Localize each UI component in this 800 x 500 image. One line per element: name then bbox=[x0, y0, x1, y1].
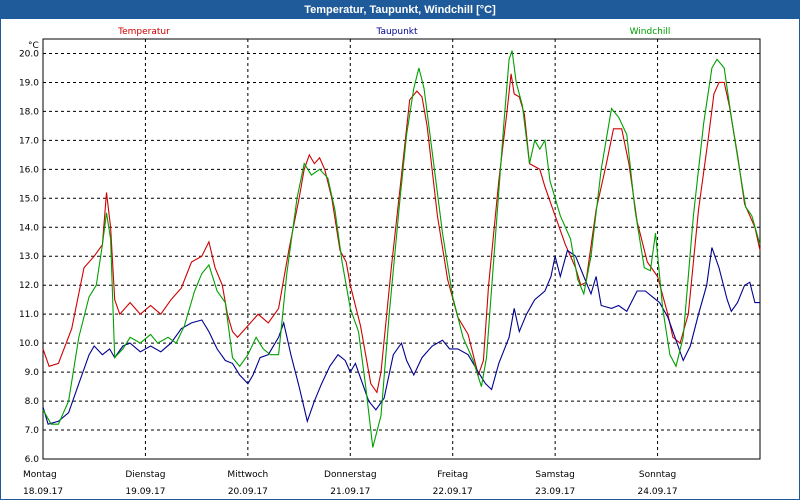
y-tick-label: 14.0 bbox=[19, 223, 39, 233]
x-day-label: Samstag bbox=[535, 470, 574, 480]
legend-entry-taupunkt: Taupunkt bbox=[375, 27, 418, 37]
y-tick-label: 10.0 bbox=[19, 339, 39, 349]
legend: Temperatur Taupunkt Windchill bbox=[117, 27, 670, 37]
x-day-label: Mittwoch bbox=[227, 470, 268, 480]
y-tick-label: 19.0 bbox=[19, 78, 39, 88]
series-line-temperatur bbox=[42, 73, 761, 394]
y-tick-label: 7.0 bbox=[25, 426, 40, 436]
x-axis-labels: Montag 18.09.17 Dienstag 19.09.17 Mittwoch 20… bbox=[23, 470, 678, 497]
x-date-label: 23.09.17 bbox=[535, 487, 575, 497]
x-date-label: 24.09.17 bbox=[638, 487, 678, 497]
x-date-label: 20.09.17 bbox=[228, 487, 268, 497]
grid bbox=[43, 39, 760, 460]
x-day-label: Montag bbox=[23, 470, 57, 480]
x-day-label: Freitag bbox=[437, 470, 468, 480]
series-line-windchill bbox=[42, 50, 761, 448]
x-day-label: Donnerstag bbox=[324, 470, 377, 480]
y-tick-label: 15.0 bbox=[19, 194, 39, 204]
y-tick-label: 8.0 bbox=[25, 397, 40, 407]
legend-entry-windchill: Windchill bbox=[630, 27, 671, 37]
y-tick-label: 18.0 bbox=[19, 107, 39, 117]
y-tick-label: 16.0 bbox=[19, 165, 39, 175]
y-tick-label: 11.0 bbox=[19, 310, 39, 320]
x-date-label: 18.09.17 bbox=[23, 487, 63, 497]
y-tick-label: 13.0 bbox=[19, 252, 39, 262]
y-axis-unit: °C bbox=[28, 41, 39, 51]
y-axis-ticks: 6.0 7.0 8.0 9.0 10.0 11.0 12.0 13.0 14.0 15.0 16.0… bbox=[19, 49, 39, 465]
x-date-label: 21.09.17 bbox=[330, 487, 370, 497]
y-tick-label: 6.0 bbox=[25, 455, 40, 465]
x-date-label: 22.09.17 bbox=[433, 487, 473, 497]
y-tick-label: 17.0 bbox=[19, 136, 39, 146]
series-lines bbox=[42, 50, 761, 448]
y-tick-label: 20.0 bbox=[19, 49, 39, 59]
series-line-taupunkt bbox=[42, 247, 760, 425]
y-tick-label: 9.0 bbox=[25, 368, 40, 378]
x-day-label: Dienstag bbox=[125, 470, 165, 480]
window-title: Temperatur, Taupunkt, Windchill [°C] bbox=[1, 1, 799, 19]
legend-entry-temperatur: Temperatur bbox=[117, 27, 170, 37]
x-date-label: 19.09.17 bbox=[125, 487, 165, 497]
y-tick-label: 12.0 bbox=[19, 281, 39, 291]
plot-area bbox=[42, 38, 761, 460]
x-day-label: Sonntag bbox=[639, 470, 676, 480]
